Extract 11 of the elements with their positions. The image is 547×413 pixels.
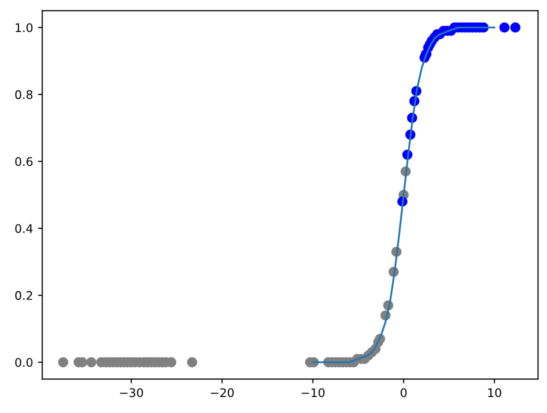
y-tick-label: 0.4 [15, 224, 33, 234]
x-tick-label: −20 [210, 388, 234, 398]
y-tick-label: 0.6 [15, 157, 33, 166]
x-tick-label: 0 [400, 388, 407, 398]
y-tick-label: 0.0 [15, 358, 32, 367]
x-tick-label: −30 [120, 388, 143, 398]
x-tick-label: 10 [488, 388, 502, 398]
y-tick-label: 1.0 [16, 23, 32, 32]
y-tick-label: 0.8 [15, 90, 32, 100]
y-tick-label: 0.2 [15, 291, 32, 300]
x-tick-label: −10 [302, 388, 325, 398]
